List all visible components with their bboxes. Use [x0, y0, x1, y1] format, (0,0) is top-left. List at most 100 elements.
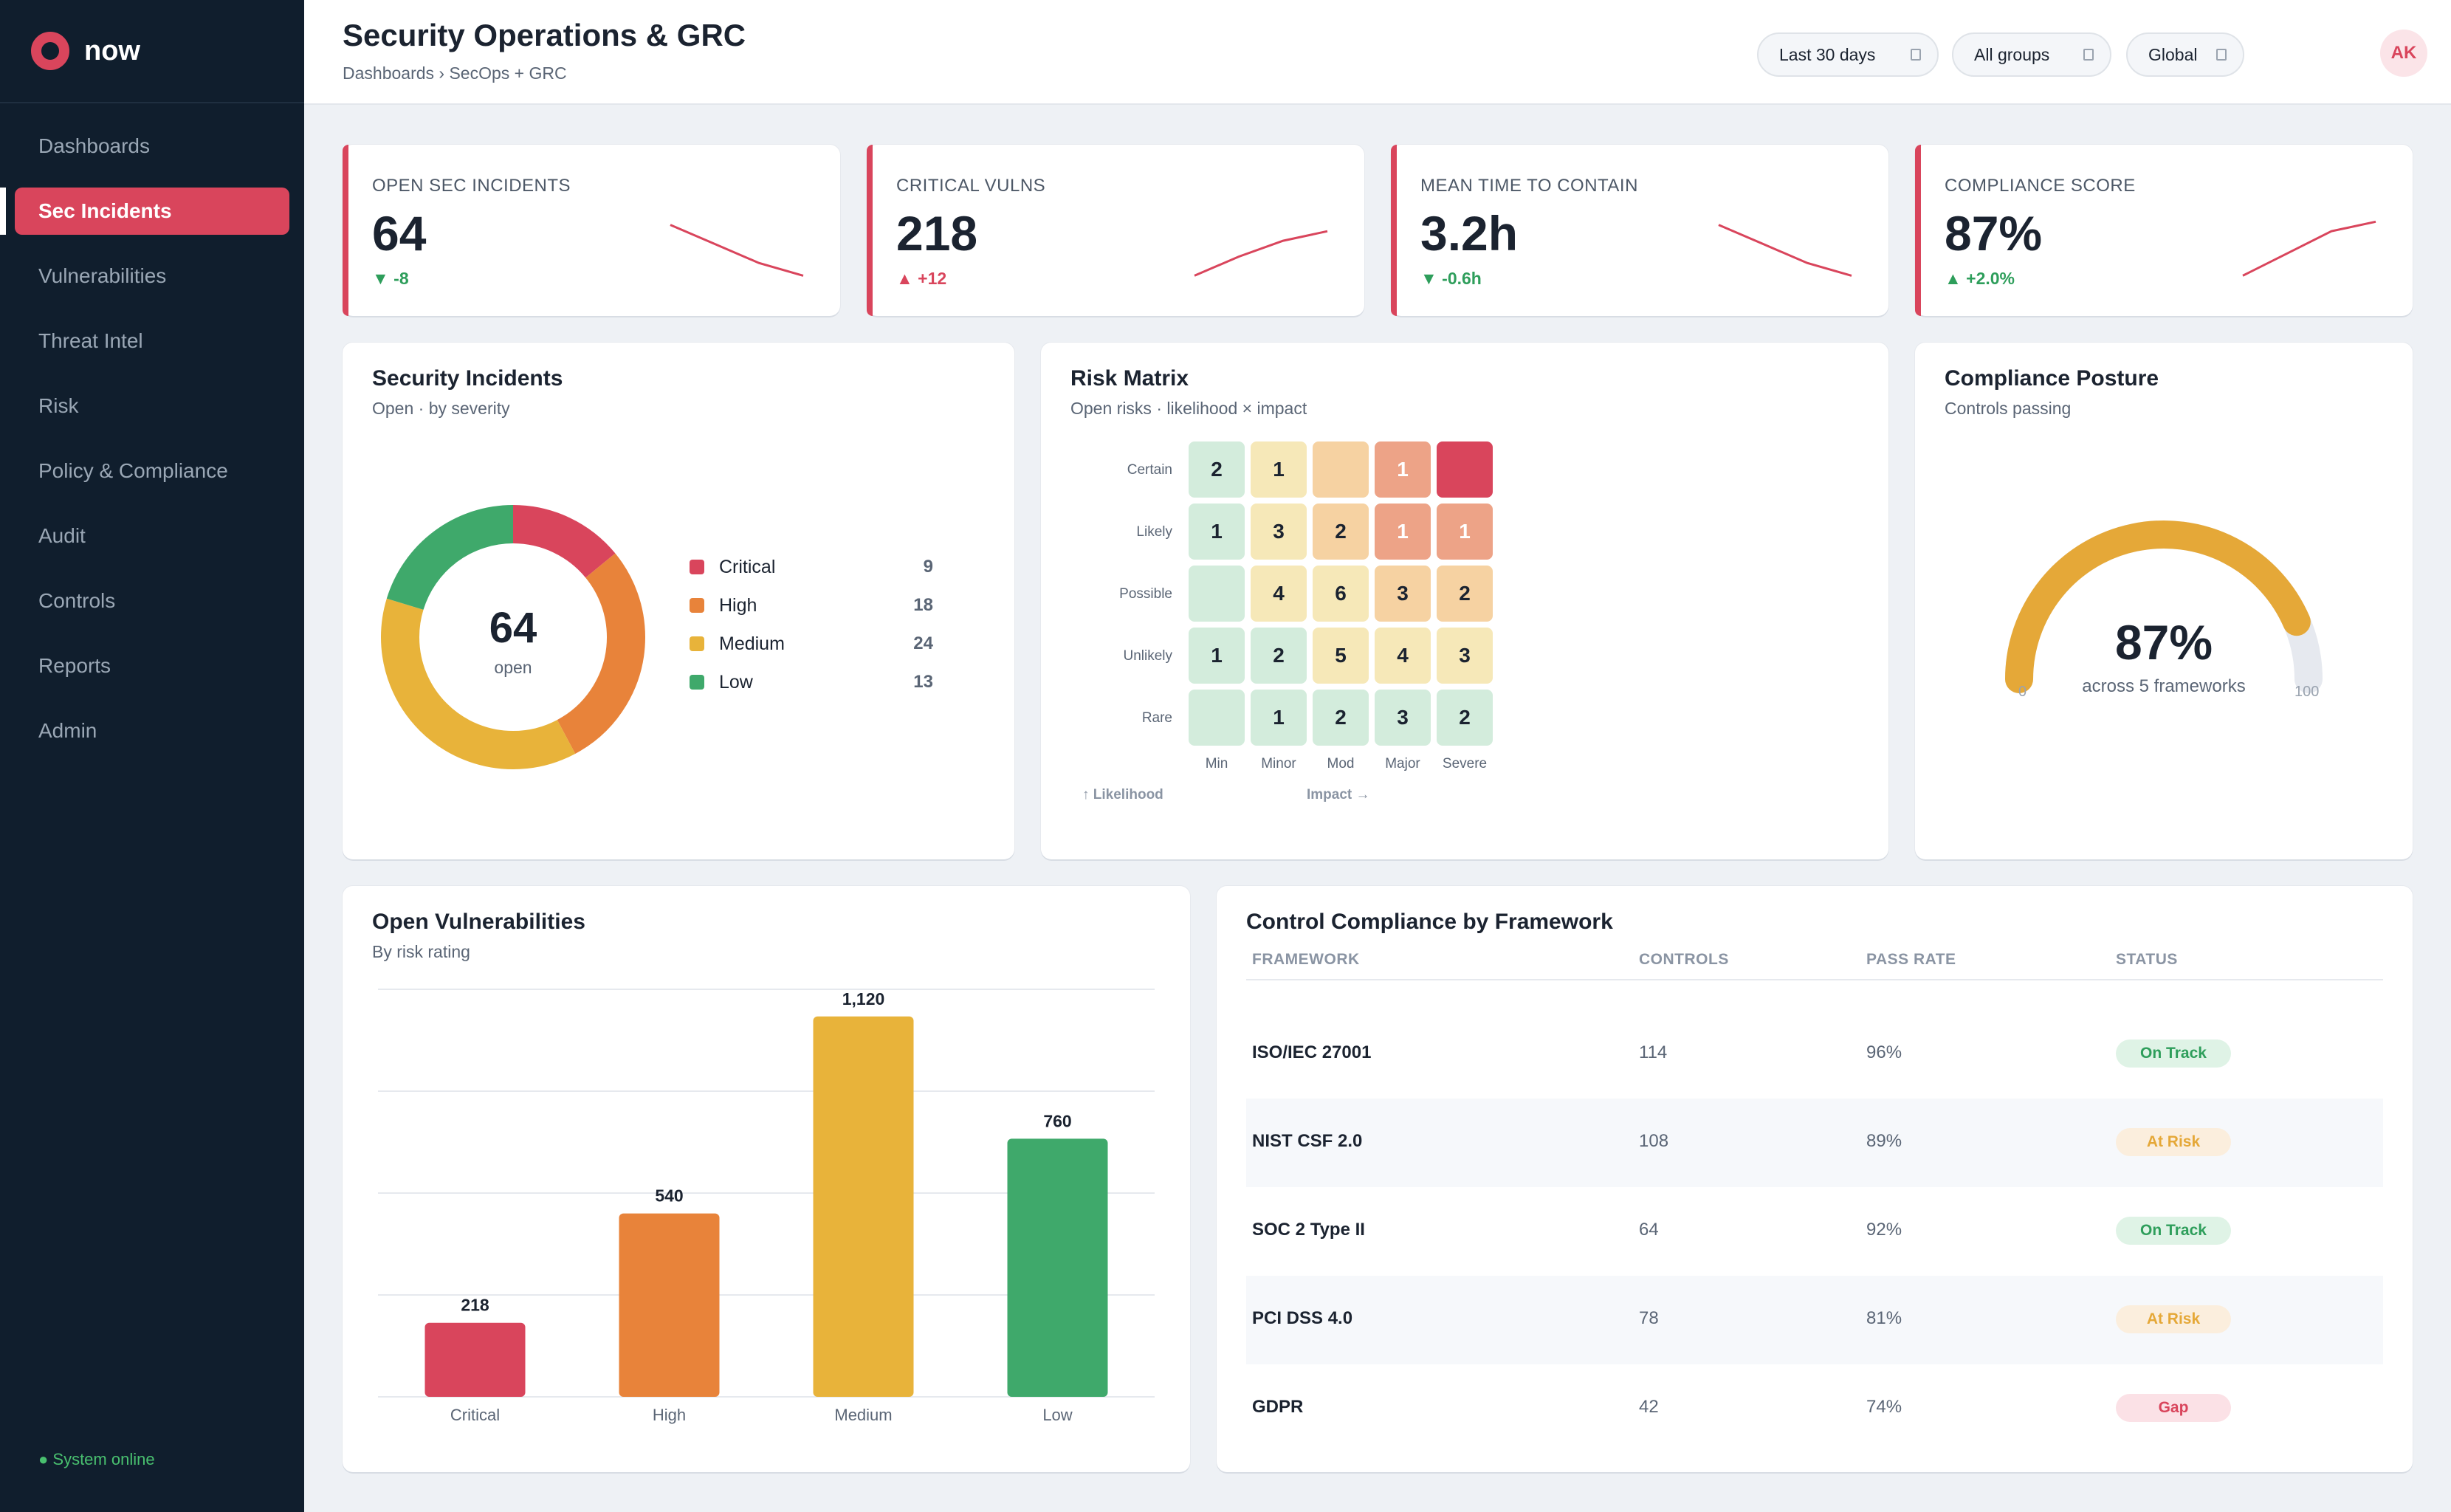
kpi-delta: ▲ +12 — [896, 269, 947, 288]
legend-item-high[interactable]: High 18 — [690, 591, 933, 620]
legend-label: Medium — [719, 633, 785, 654]
bar-value-label: 218 — [461, 1296, 489, 1315]
risk-cell[interactable]: 3 — [1437, 628, 1493, 684]
risk-cell[interactable]: 1 — [1375, 504, 1431, 560]
column-header-status[interactable]: STATUS — [2116, 951, 2178, 968]
risk-cell[interactable]: 2 — [1251, 628, 1307, 684]
date-range-filter[interactable]: Last 30 days — [1757, 32, 1939, 77]
risk-cell[interactable]: 2 — [1437, 566, 1493, 622]
risk-cell[interactable]: 4 — [1375, 628, 1431, 684]
donut-segment-medium[interactable] — [381, 505, 645, 769]
kpi-label: MEAN TIME TO CONTAIN — [1420, 176, 1638, 196]
risk-col-label: Major — [1385, 756, 1420, 772]
breadcrumb[interactable]: Dashboards › SecOps + GRC — [343, 63, 567, 83]
gauge-caption: across 5 frameworks — [2082, 676, 2246, 696]
risk-cell[interactable]: 4 — [1251, 566, 1307, 622]
risk-cell[interactable]: 3 — [1375, 690, 1431, 746]
security-incidents-card: Security Incidents Open · by severity 64… — [343, 343, 1014, 859]
risk-cell[interactable] — [1437, 441, 1493, 498]
risk-cell[interactable]: 2 — [1437, 690, 1493, 746]
x-tick-label: Critical — [450, 1406, 500, 1424]
risk-cell[interactable] — [1189, 690, 1245, 746]
gauge-min-label: 0 — [2018, 684, 2027, 700]
gauge-value: 87% — [2114, 615, 2213, 670]
kpi-delta: ▼ -8 — [372, 269, 409, 288]
column-header-pass-rate[interactable]: PASS RATE — [1866, 951, 1956, 968]
sidebar-item-reports[interactable]: Reports — [38, 654, 111, 677]
kpi-card-open-incidents[interactable]: OPEN SEC INCIDENTS 64 ▼ -8 — [343, 145, 840, 316]
legend-item-low[interactable]: Low 13 — [690, 667, 933, 697]
sidebar: now Dashboards Sec Incidents Vulnerabiliti… — [0, 0, 304, 1512]
risk-cell[interactable] — [1313, 441, 1369, 498]
card-title: Open Vulnerabilities — [372, 910, 585, 934]
sidebar-item-admin[interactable]: Admin — [38, 719, 97, 742]
bar-medium[interactable] — [813, 1016, 914, 1397]
risk-cell[interactable]: 2 — [1313, 504, 1369, 560]
x-tick-label: Low — [1042, 1406, 1072, 1424]
bar-critical[interactable] — [424, 1322, 526, 1397]
kpi-value: 64 — [372, 206, 427, 261]
legend-count: 24 — [913, 633, 933, 653]
legend-count: 18 — [913, 595, 933, 615]
pass-rate: 81% — [1866, 1308, 1902, 1328]
risk-cell[interactable]: 1 — [1375, 441, 1431, 498]
risk-cell[interactable] — [1189, 566, 1245, 622]
bar-value-label: 1,120 — [842, 989, 885, 1008]
risk-cell[interactable]: 1 — [1189, 504, 1245, 560]
table-row[interactable]: NIST CSF 2.0 108 89% At Risk — [1246, 1099, 2383, 1187]
risk-cell[interactable]: 2 — [1313, 690, 1369, 746]
sidebar-item-dashboards[interactable]: Dashboards — [38, 134, 150, 157]
status-badge: At Risk — [2116, 1305, 2231, 1333]
table-row[interactable]: GDPR 42 74% Gap — [1246, 1364, 2383, 1453]
card-title: Compliance Posture — [1945, 366, 2159, 391]
card-subtitle: Open risks · likelihood × impact — [1070, 399, 1307, 418]
risk-cell[interactable]: 1 — [1437, 504, 1493, 560]
gauge-fill — [2005, 520, 2311, 693]
dropdown-icon — [2216, 49, 2227, 61]
vulnerabilities-bar-chart: 218 Critical 540 High 1,120 Medium 760 Low — [378, 989, 1155, 1424]
page-title: Security Operations & GRC — [343, 18, 746, 52]
donut-segment-high[interactable] — [381, 505, 645, 769]
legend-label: Critical — [719, 556, 776, 577]
brand[interactable]: now — [0, 0, 304, 103]
bar-low[interactable] — [1007, 1138, 1108, 1397]
sidebar-item-threat-intel[interactable]: Threat Intel — [38, 329, 143, 352]
sidebar-item-policy-compliance[interactable]: Policy & Compliance — [38, 459, 228, 482]
sidebar-item-vulnerabilities[interactable]: Vulnerabilities — [38, 264, 167, 287]
sidebar-nav: Dashboards Sec Incidents Vulnerabilities Th… — [0, 123, 304, 772]
kpi-delta: ▼ -0.6h — [1420, 269, 1482, 288]
risk-cell[interactable]: 1 — [1189, 628, 1245, 684]
column-header-framework[interactable]: FRAMEWORK — [1252, 951, 1360, 968]
sidebar-item-sec-incidents[interactable]: Sec Incidents — [0, 188, 289, 235]
scope-filter[interactable]: Global — [2126, 32, 2244, 77]
sidebar-item-controls[interactable]: Controls — [38, 589, 116, 612]
risk-cell[interactable]: 3 — [1375, 566, 1431, 622]
column-header-controls[interactable]: CONTROLS — [1639, 951, 1729, 968]
table-row[interactable]: SOC 2 Type II 64 92% On Track — [1246, 1187, 2383, 1276]
kpi-card-critical-vulns[interactable]: CRITICAL VULNS 218 ▲ +12 — [867, 145, 1364, 316]
legend-item-medium[interactable]: Medium 24 — [690, 629, 933, 659]
risk-cell[interactable]: 2 — [1189, 441, 1245, 498]
kpi-label: OPEN SEC INCIDENTS — [372, 176, 571, 196]
risk-cell[interactable]: 3 — [1251, 504, 1307, 560]
risk-cell[interactable]: 5 — [1313, 628, 1369, 684]
sidebar-item-audit[interactable]: Audit — [38, 524, 86, 547]
risk-cell[interactable]: 1 — [1251, 441, 1307, 498]
kpi-card-compliance-score[interactable]: COMPLIANCE SCORE 87% ▲ +2.0% — [1915, 145, 2413, 316]
risk-cell[interactable]: 6 — [1313, 566, 1369, 622]
risk-cell[interactable]: 1 — [1251, 690, 1307, 746]
pass-rate: 89% — [1866, 1131, 1902, 1151]
framework-name: PCI DSS 4.0 — [1252, 1308, 1353, 1328]
pass-rate: 92% — [1866, 1220, 1902, 1240]
kpi-card-mean-time-to-contain[interactable]: MEAN TIME TO CONTAIN 3.2h ▼ -0.6h — [1391, 145, 1888, 316]
sidebar-item-risk[interactable]: Risk — [38, 394, 79, 417]
table-row[interactable]: ISO/IEC 27001 114 96% On Track — [1246, 1010, 2383, 1099]
user-avatar[interactable]: AK — [2380, 30, 2427, 77]
table-row[interactable]: PCI DSS 4.0 78 81% At Risk — [1246, 1276, 2383, 1364]
risk-col-label: Minor — [1261, 756, 1296, 772]
legend-item-critical[interactable]: Critical 9 — [690, 552, 933, 582]
bar-high[interactable] — [619, 1213, 720, 1397]
donut-segment-low[interactable] — [381, 505, 645, 769]
group-filter[interactable]: All groups — [1952, 32, 2111, 77]
kpi-sparkline — [1718, 224, 1852, 277]
